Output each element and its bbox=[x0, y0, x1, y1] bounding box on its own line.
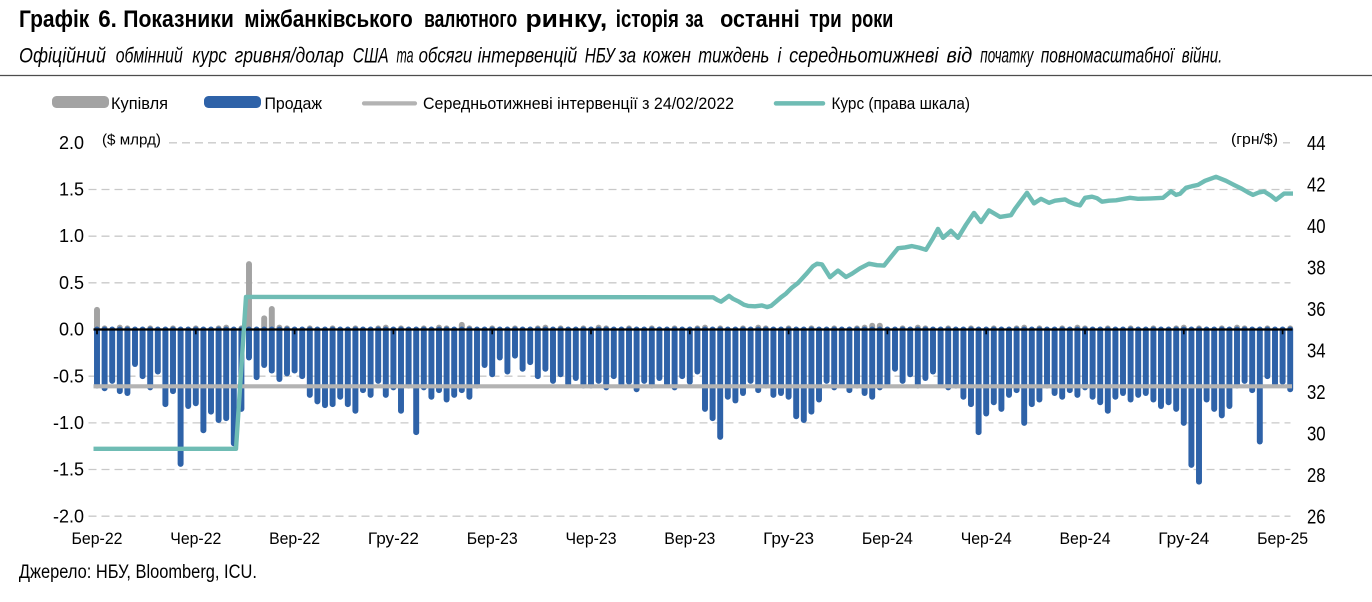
svg-text:-0.5: -0.5 bbox=[53, 366, 84, 386]
svg-text:Гру-24: Гру-24 bbox=[1158, 529, 1209, 548]
svg-text:Курс (права шкала): Курс (права шкала) bbox=[832, 95, 971, 113]
svg-text:за: за bbox=[618, 45, 636, 68]
svg-text:Бер-25: Бер-25 bbox=[1257, 529, 1308, 548]
svg-text:Вер-23: Вер-23 bbox=[664, 529, 715, 548]
svg-text:від: від bbox=[947, 45, 973, 68]
svg-text:6.: 6. bbox=[98, 6, 117, 33]
svg-text:міжбанківського: міжбанківського bbox=[244, 6, 413, 33]
svg-text:ринку,: ринку, bbox=[526, 6, 608, 33]
svg-text:обмінний: обмінний bbox=[116, 45, 183, 68]
svg-text:та: та bbox=[397, 45, 414, 68]
svg-text:США: США bbox=[353, 45, 389, 68]
svg-text:Середньотижневі інтервенції з: Середньотижневі інтервенції з 24/02/2022 bbox=[423, 95, 734, 113]
svg-text:гривня/долар: гривня/долар bbox=[235, 45, 344, 68]
svg-text:Гру-22: Гру-22 bbox=[368, 529, 419, 548]
svg-text:Чер-22: Чер-22 bbox=[170, 529, 221, 548]
svg-text:роки: роки bbox=[851, 6, 893, 33]
svg-text:Вер-24: Вер-24 bbox=[1060, 529, 1111, 548]
svg-text:війни.: війни. bbox=[1182, 45, 1223, 68]
svg-text:Вер-22: Вер-22 bbox=[269, 529, 320, 548]
svg-text:1.0: 1.0 bbox=[59, 226, 84, 246]
svg-text:обсяги: обсяги bbox=[419, 45, 473, 68]
svg-text:1.5: 1.5 bbox=[59, 180, 84, 200]
svg-text:2.0: 2.0 bbox=[59, 133, 84, 153]
svg-text:історія: історія bbox=[616, 6, 679, 33]
svg-text:курс: курс bbox=[192, 45, 227, 68]
svg-text:і: і bbox=[778, 45, 783, 68]
svg-text:початку: початку bbox=[980, 45, 1034, 68]
svg-text:38: 38 bbox=[1307, 258, 1326, 280]
svg-text:26: 26 bbox=[1307, 507, 1326, 529]
svg-text:($ млрд): ($ млрд) bbox=[102, 132, 161, 149]
svg-text:0.5: 0.5 bbox=[59, 273, 84, 293]
svg-text:Джерело: НБУ, Bloomberg, ICU.: Джерело: НБУ, Bloomberg, ICU. bbox=[19, 562, 257, 583]
svg-text:Графік: Графік bbox=[19, 6, 90, 33]
svg-text:Продаж: Продаж bbox=[265, 95, 323, 113]
svg-text:32: 32 bbox=[1307, 382, 1326, 404]
svg-text:інтервенцій: інтервенцій bbox=[478, 45, 578, 68]
svg-text:28: 28 bbox=[1307, 465, 1326, 487]
svg-text:за: за bbox=[685, 6, 703, 33]
svg-text:Гру-23: Гру-23 bbox=[763, 529, 814, 548]
svg-text:кожен: кожен bbox=[643, 45, 691, 68]
svg-text:Бер-22: Бер-22 bbox=[72, 529, 123, 548]
svg-text:повномасштабної: повномасштабної bbox=[1041, 45, 1176, 68]
svg-text:(грн/$): (грн/$) bbox=[1231, 131, 1278, 148]
svg-text:40: 40 bbox=[1307, 216, 1326, 238]
svg-text:Показники: Показники bbox=[123, 6, 234, 33]
svg-text:НБУ: НБУ bbox=[585, 45, 617, 68]
svg-text:-2.0: -2.0 bbox=[53, 506, 84, 526]
svg-text:-1.5: -1.5 bbox=[53, 460, 84, 480]
svg-text:Чер-24: Чер-24 bbox=[961, 529, 1012, 548]
svg-text:Чер-23: Чер-23 bbox=[566, 529, 617, 548]
svg-text:34: 34 bbox=[1307, 341, 1326, 363]
svg-text:тиждень: тиждень bbox=[698, 45, 769, 68]
svg-text:44: 44 bbox=[1307, 133, 1326, 155]
svg-text:Офіційний: Офіційний bbox=[19, 45, 106, 68]
svg-text:30: 30 bbox=[1307, 424, 1326, 446]
svg-text:останні: останні bbox=[720, 6, 800, 33]
svg-text:0.0: 0.0 bbox=[59, 320, 84, 340]
svg-text:42: 42 bbox=[1307, 175, 1326, 197]
svg-text:-1.0: -1.0 bbox=[53, 413, 84, 433]
svg-text:середньотижневі: середньотижневі bbox=[789, 45, 939, 68]
svg-text:Бер-23: Бер-23 bbox=[467, 529, 518, 548]
svg-text:валютного: валютного bbox=[424, 6, 517, 33]
svg-text:три: три bbox=[809, 6, 841, 33]
svg-text:Купівля: Купівля bbox=[111, 95, 168, 113]
svg-text:36: 36 bbox=[1307, 299, 1326, 321]
svg-text:Бер-24: Бер-24 bbox=[862, 529, 913, 548]
